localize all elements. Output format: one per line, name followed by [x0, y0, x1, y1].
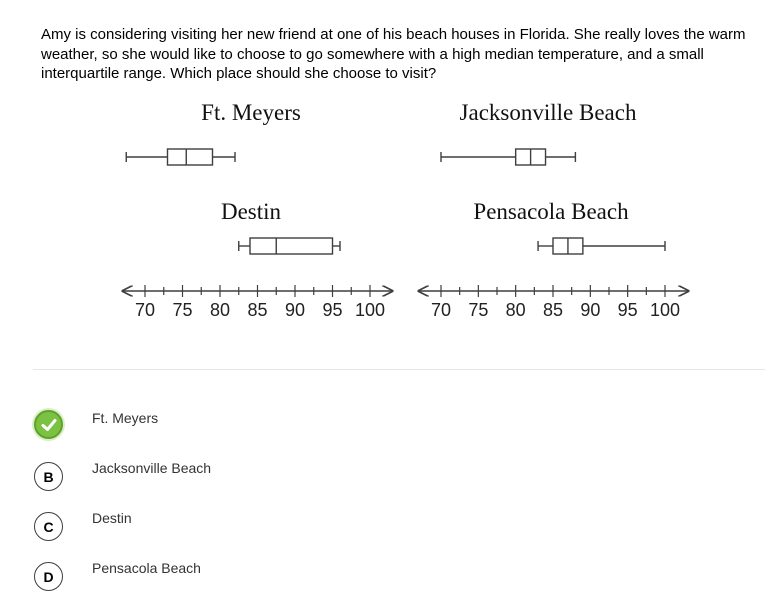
iqr-box [249, 237, 334, 255]
box-plots: Ft. Meyers Jacksonville Beach Destin Pensac… [125, 100, 666, 255]
tick-label: 70 [135, 300, 155, 320]
choice-badge: C [34, 512, 63, 541]
choice-badge: D [34, 562, 63, 591]
box-plot: Destin [221, 199, 341, 255]
choice-d[interactable]: D Pensacola Beach [34, 560, 434, 594]
tick-label: 80 [506, 300, 526, 320]
box-plot-title: Ft. Meyers [201, 100, 301, 125]
tick-label: 95 [618, 300, 638, 320]
number-line: 70 75 80 85 90 95 100 [123, 285, 392, 320]
choice-label: Ft. Meyers [92, 410, 159, 426]
checkmark-icon [34, 410, 63, 439]
tick-label: 80 [210, 300, 230, 320]
iqr-box [166, 148, 214, 166]
box-plot-title: Pensacola Beach [473, 199, 629, 224]
tick-label: 70 [431, 300, 451, 320]
question-text: Amy is considering visiting her new frie… [41, 26, 746, 82]
choice-badge: B [34, 462, 63, 491]
choice-label: Pensacola Beach [92, 560, 201, 576]
tick-label: 100 [355, 300, 385, 320]
choice-b[interactable]: B Jacksonville Beach [34, 460, 434, 494]
number-line: 70 75 80 85 90 95 100 [419, 285, 688, 320]
choice-a[interactable]: Ft. Meyers [34, 410, 434, 444]
tick-label: 95 [322, 300, 342, 320]
box-plot-title: Destin [221, 199, 282, 224]
tick-label: 85 [543, 300, 563, 320]
choice-label: Jacksonville Beach [92, 460, 212, 476]
tick-label: 90 [285, 300, 305, 320]
box-plot: Jacksonville Beach [440, 100, 637, 166]
tick-label: 75 [172, 300, 192, 320]
tick-label: 100 [650, 300, 680, 320]
box-plot: Pensacola Beach [473, 199, 666, 255]
tick-label: 90 [580, 300, 600, 320]
box-plot-title: Jacksonville Beach [460, 100, 637, 125]
box-plot: Ft. Meyers [125, 100, 301, 166]
choice-c[interactable]: C Destin [34, 510, 434, 544]
tick-label: 85 [247, 300, 267, 320]
box-plots-figure: Ft. Meyers Jacksonville Beach Destin Pensac… [0, 100, 781, 320]
choice-label: Destin [92, 510, 132, 526]
tick-label: 75 [468, 300, 488, 320]
number-lines: 70 75 80 85 90 95 100 70 75 80 85 90 95 100 [123, 285, 688, 320]
divider [33, 369, 765, 370]
